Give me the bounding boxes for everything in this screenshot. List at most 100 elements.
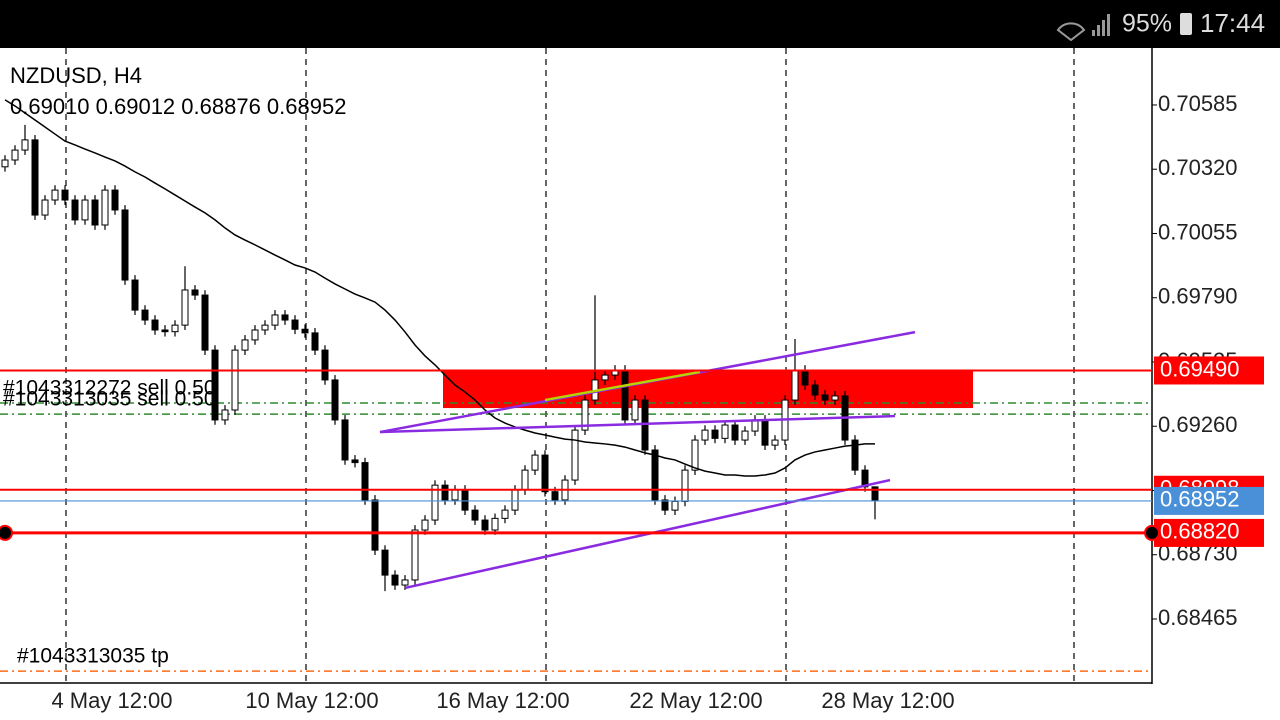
- order-label: #1043313035 tp: [17, 645, 169, 668]
- candle-body: [251, 329, 259, 341]
- candle-body: [111, 189, 119, 211]
- candle-body: [601, 374, 609, 381]
- candle-body: [811, 384, 819, 396]
- candle-body: [791, 369, 799, 401]
- candle-body: [801, 369, 809, 386]
- y-tick-label: 0.70320: [1158, 155, 1238, 180]
- plot: #1043312272 sell 0.50#1043313035 sell 0.…: [0, 48, 1152, 683]
- y-tick-label: 0.69260: [1158, 412, 1238, 437]
- candle-body: [501, 509, 509, 519]
- x-tick-label: 22 May 12:00: [629, 688, 762, 713]
- candle-body: [301, 328, 309, 334]
- candle-body: [141, 309, 149, 321]
- ohlc-values: 0.69010 0.69012 0.68876 0.68952: [10, 94, 346, 119]
- clock: 17:44: [1200, 8, 1265, 38]
- candle-body: [181, 289, 189, 326]
- candle-body: [161, 329, 169, 333]
- candle-body: [371, 499, 379, 551]
- order-label: #1043312272 sell 0.50: [3, 377, 216, 400]
- price-label-box: [1154, 518, 1264, 547]
- candle-body: [331, 379, 339, 421]
- line-handle: [0, 524, 13, 541]
- order-label: #1043313035 sell 0.50: [3, 388, 216, 411]
- zone: [443, 370, 973, 409]
- candle-body: [541, 454, 549, 493]
- candle-body: [531, 454, 539, 471]
- candle-body: [671, 500, 679, 511]
- price-label-box: [1154, 356, 1264, 385]
- candle-body: [31, 139, 39, 216]
- candle-body: [231, 349, 239, 411]
- y-tick-label: 0.69790: [1158, 284, 1238, 309]
- status-bar: [0, 0, 1280, 48]
- candle-body: [831, 395, 839, 401]
- candle-body: [461, 489, 469, 511]
- candle-body: [1, 159, 9, 168]
- candle-body: [651, 449, 659, 501]
- candle-body: [351, 459, 359, 464]
- candle-body: [821, 394, 829, 401]
- candle-body: [481, 519, 489, 531]
- x-tick-label: 10 May 12:00: [245, 688, 378, 713]
- battery-icon: [1180, 13, 1192, 35]
- candle-body: [701, 429, 709, 441]
- candle-body: [101, 189, 109, 226]
- candle-body: [381, 549, 389, 576]
- candle-body: [71, 199, 79, 221]
- candle-body: [521, 469, 529, 491]
- candle-body: [21, 139, 29, 151]
- candle-body: [431, 484, 439, 521]
- battery-level: 95%: [1122, 10, 1172, 38]
- candle-body: [341, 419, 349, 461]
- candle-body: [631, 399, 639, 421]
- candle-body: [191, 289, 199, 296]
- price-label: 0.69490: [1160, 356, 1240, 381]
- candle-body: [201, 294, 209, 351]
- candle-body: [741, 430, 749, 441]
- candle-body: [581, 399, 589, 431]
- candle-body: [441, 484, 449, 501]
- candle-body: [411, 529, 419, 581]
- x-tick-label: 4 May 12:00: [51, 688, 172, 713]
- candle-body: [401, 579, 409, 586]
- candle-body: [451, 489, 459, 501]
- candle-body: [731, 424, 739, 441]
- candle-body: [491, 517, 499, 531]
- candle-body: [711, 429, 719, 439]
- candle-body: [151, 319, 159, 331]
- candle-body: [771, 439, 779, 446]
- candle-body: [211, 349, 219, 421]
- y-tick-label: 0.68465: [1158, 605, 1238, 630]
- candle-body: [391, 574, 399, 586]
- candle-body: [281, 314, 289, 321]
- candle-body: [41, 199, 49, 216]
- price-label: 0.68820: [1160, 519, 1240, 544]
- candle-body: [471, 509, 479, 521]
- line-handle: [1144, 524, 1160, 541]
- candle-body: [261, 324, 269, 331]
- candle-body: [361, 462, 369, 501]
- candle-body: [721, 424, 729, 439]
- candle-body: [421, 519, 429, 531]
- candle-body: [81, 199, 89, 221]
- candle-body: [131, 279, 139, 311]
- candle-body: [91, 199, 99, 226]
- candle-body: [221, 409, 229, 421]
- y-tick-label: 0.70585: [1158, 91, 1238, 116]
- trendline: [379, 414, 896, 434]
- price-label-box: [1154, 486, 1264, 515]
- candle-body: [241, 339, 249, 351]
- price-label: 0.68952: [1160, 487, 1240, 512]
- candle-body: [51, 189, 59, 201]
- candle-body: [681, 469, 689, 502]
- symbol: NZDUSD, H4: [10, 63, 142, 88]
- signal-icons: [1056, 14, 1110, 42]
- candle-body: [121, 209, 129, 281]
- candle-body: [61, 189, 69, 201]
- candle-body: [311, 332, 319, 351]
- candle-body: [761, 419, 769, 446]
- candle-body: [11, 149, 19, 161]
- y-tick-label: 0.70055: [1158, 219, 1238, 244]
